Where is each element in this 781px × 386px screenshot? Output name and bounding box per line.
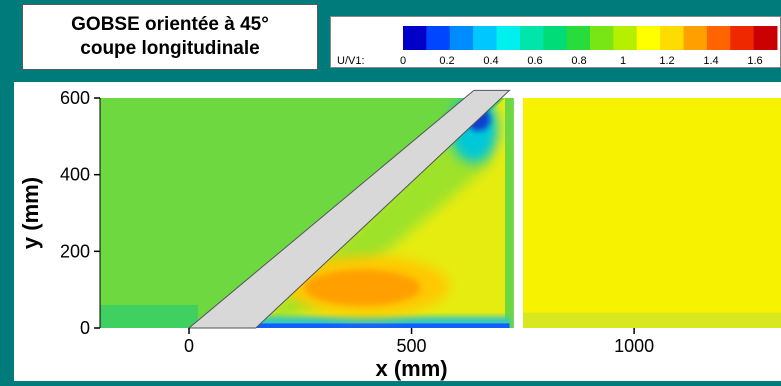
colorbar-variable-label: U/V1: xyxy=(337,55,365,67)
plot-panel: 0 200 400 600 0 500 1000 x (mm) y (mm) xyxy=(14,82,781,381)
y-tick-label: 200 xyxy=(60,241,90,261)
downstream-field xyxy=(522,98,781,328)
colorbar-tick-label: 0.4 xyxy=(483,55,498,67)
title-line-2: coupe longitudinale xyxy=(80,38,260,59)
velocity-field-plot: 0 200 400 600 0 500 1000 x (mm) y (mm) xyxy=(18,88,781,381)
peak-velocity-zone xyxy=(304,269,421,306)
colorbar-tick-label: 1.2 xyxy=(659,55,674,67)
colorbar-swatch xyxy=(730,26,755,50)
colorbar-swatch xyxy=(590,26,614,50)
x-tick-label: 500 xyxy=(397,336,427,356)
near-wall-strip xyxy=(255,316,510,328)
colorbar-tick-label: 0.8 xyxy=(571,55,586,67)
colorbar-swatch xyxy=(683,26,708,50)
colorbar-svg: U/V1: 0 0.2 0.4 0.6 0.8 1 1.2 1.4 1.6 xyxy=(337,26,778,67)
y-tick-label: 600 xyxy=(60,88,90,108)
colorbar-swatch xyxy=(566,26,591,50)
colorbar-swatch xyxy=(426,26,451,50)
colorbar-tick-label: 0.2 xyxy=(439,55,454,67)
colorbar-swatch xyxy=(543,26,568,50)
colorbar-legend: U/V1: 0 0.2 0.4 0.6 0.8 1 1.2 1.4 1.6 xyxy=(330,16,781,68)
colorbar-swatch xyxy=(449,26,474,50)
x-axis-label: x (mm) xyxy=(376,356,448,381)
x-tick-label: 0 xyxy=(184,336,194,356)
colorbar-tick-label: 0 xyxy=(400,55,406,67)
title-line-1: GOBSE orientée à 45° xyxy=(71,14,269,35)
colorbar-swatch xyxy=(403,26,427,50)
x-tick-label: 1000 xyxy=(614,336,654,356)
colorbar-swatch xyxy=(519,26,544,50)
lower-band xyxy=(100,305,198,328)
colorbar-tick-label: 0.6 xyxy=(527,55,542,67)
colorbar-tick-label: 1.4 xyxy=(703,55,718,67)
colorbar-swatch xyxy=(613,26,638,50)
inclined-plate xyxy=(187,89,511,329)
colorbar-swatch xyxy=(473,26,497,50)
downstream-lower-band xyxy=(522,312,781,328)
colorbar-swatch xyxy=(660,26,684,50)
near-wall-low xyxy=(255,323,510,328)
title-box: GOBSE orientée à 45° coupe longitudinale xyxy=(22,4,318,70)
colorbar-swatch xyxy=(753,26,778,50)
measurement-gap xyxy=(513,94,523,332)
colorbar-swatch xyxy=(496,26,521,50)
colorbar-swatch xyxy=(706,26,731,50)
y-tick-label: 400 xyxy=(60,165,90,185)
y-axis-label: y (mm) xyxy=(18,177,43,249)
colorbar-swatch xyxy=(636,26,661,50)
colorbar-tick-label: 1.6 xyxy=(747,55,762,67)
y-tick-label: 0 xyxy=(80,318,90,338)
colorbar-tick-label: 1 xyxy=(620,55,626,67)
